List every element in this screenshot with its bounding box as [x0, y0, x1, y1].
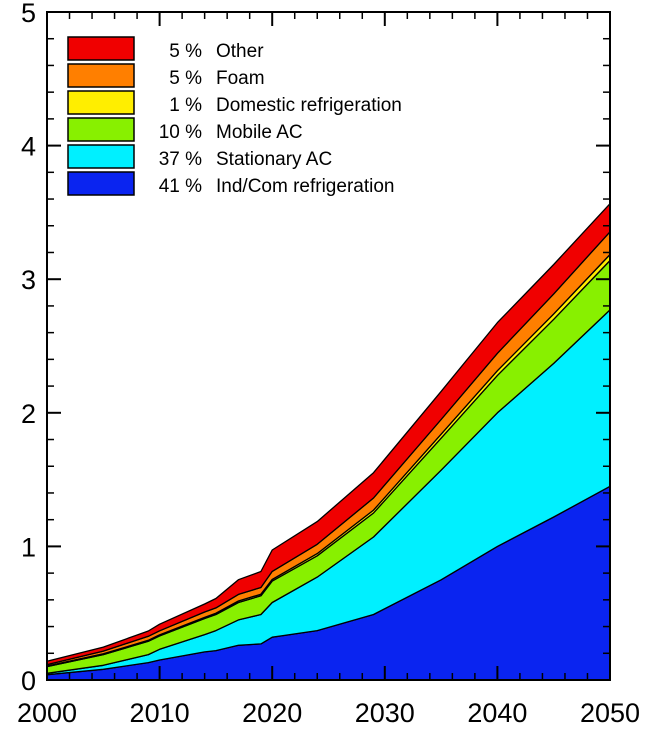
legend-percent-mobile-ac: 10 % [159, 122, 202, 143]
y-tick-label: 4 [21, 132, 36, 162]
x-tick-label: 2050 [580, 698, 640, 728]
areas-layer [46, 203, 611, 681]
legend-label-domestic-refrigeration: Domestic refrigeration [216, 95, 402, 116]
y-tick-label: 2 [21, 399, 36, 429]
x-tick-label: 2020 [242, 698, 302, 728]
axes-layer: 2000 2010 2020 2030 2040 2050 0 1 2 3 4 5 [17, 0, 640, 728]
x-tick-label: 2040 [467, 698, 527, 728]
x-tick-label: 2010 [130, 698, 190, 728]
legend-swatch-stationary-ac [67, 144, 135, 169]
legend-percent-ind-com-refrigeration: 41 % [159, 176, 202, 197]
x-tick-label: 2000 [17, 698, 77, 728]
legend-percent-domestic-refrigeration: 1 % [169, 95, 202, 116]
legend-swatch-foam [67, 63, 135, 88]
y-tick-label: 0 [21, 666, 36, 696]
y-tick-label: 3 [21, 265, 36, 295]
x-tick-label: 2030 [355, 698, 415, 728]
plot-frame [46, 11, 611, 681]
legend-swatch-ind-com-refrigeration [67, 171, 135, 196]
legend-label-mobile-ac: Mobile AC [216, 122, 303, 143]
legend-percent-foam: 5 % [169, 68, 202, 89]
legend-percent-stationary-ac: 37 % [159, 149, 202, 170]
y-tick-label: 1 [21, 532, 36, 562]
legend-swatch-mobile-ac [67, 117, 135, 142]
legend-label-ind-com-refrigeration: Ind/Com refrigeration [216, 176, 394, 197]
legend-swatch-domestic-refrigeration [67, 90, 135, 115]
legend-label-stationary-ac: Stationary AC [216, 149, 332, 170]
y-tick-label: 5 [21, 0, 36, 28]
legend: 5 % Other 5 % Foam 1 % Domestic refrigeration… [67, 36, 402, 197]
legend-swatch-other [67, 36, 135, 61]
legend-percent-other: 5 % [169, 41, 202, 62]
legend-label-foam: Foam [216, 68, 265, 89]
legend-label-other: Other [216, 41, 264, 62]
